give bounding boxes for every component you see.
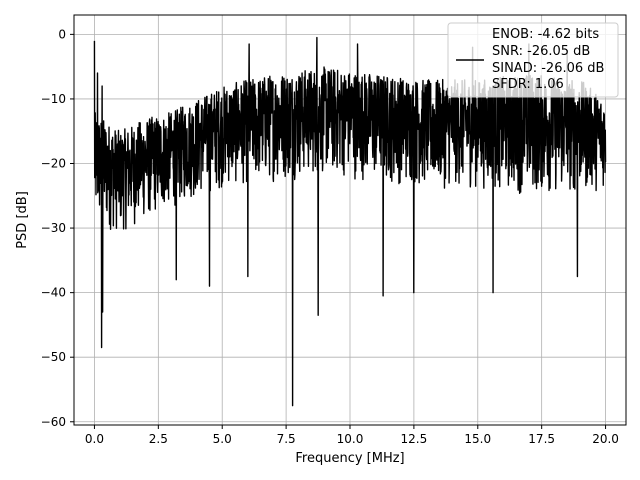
psd-series-line	[93, 36, 607, 407]
y-tick-label: −50	[41, 350, 66, 364]
x-tick-label: 10.0	[337, 432, 364, 446]
y-tick-label: −40	[41, 286, 66, 300]
x-tick-label: 12.5	[401, 432, 428, 446]
x-tick-label: 17.5	[528, 432, 555, 446]
y-tick-label: 0	[58, 27, 66, 41]
plot-area	[93, 36, 607, 407]
legend: ENOB: -4.62 bits SNR: -26.05 dB SINAD: -…	[447, 22, 619, 98]
x-tick-label: 2.5	[149, 432, 168, 446]
x-tick-label: 5.0	[213, 432, 232, 446]
x-tick-label: 7.5	[277, 432, 296, 446]
x-axis: 0.0 2.5 5.0 7.5 10.0 12.5 15.0 17.5 20.0	[85, 425, 619, 446]
y-tick-label: −20	[41, 157, 66, 171]
legend-enob: ENOB: -4.62 bits	[492, 27, 599, 42]
legend-sinad: SINAD: -26.06 dB	[492, 61, 604, 76]
y-axis-label: PSD [dB]	[15, 191, 30, 249]
x-axis-label: Frequency [MHz]	[295, 451, 404, 466]
x-tick-label: 15.0	[464, 432, 491, 446]
x-tick-label: 20.0	[592, 432, 619, 446]
legend-box	[447, 22, 619, 98]
x-tick-label: 0.0	[85, 432, 104, 446]
y-tick-label: −10	[41, 92, 66, 106]
legend-sfdr: SFDR: 1.06	[492, 77, 564, 92]
legend-snr: SNR: -26.05 dB	[492, 44, 590, 59]
y-tick-label: −60	[41, 415, 66, 429]
y-axis: 0 −10 −20 −30 −40 −50 −60	[41, 27, 74, 429]
y-tick-label: −30	[41, 221, 66, 235]
